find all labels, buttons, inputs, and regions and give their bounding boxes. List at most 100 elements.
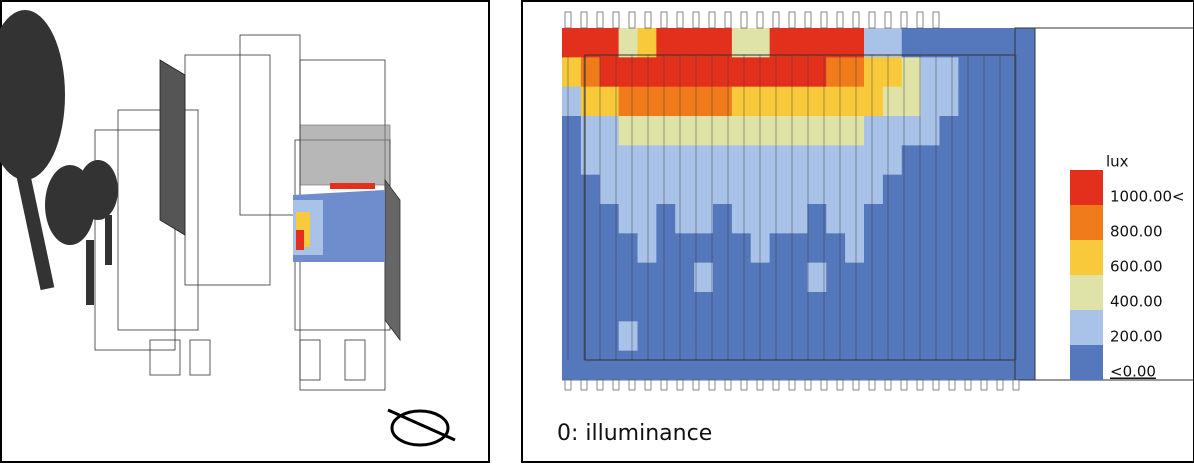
legend-label: 600.00 <box>1110 258 1163 276</box>
heatmap-cell <box>769 204 789 234</box>
heatmap-cell <box>901 86 922 117</box>
heatmap-cell <box>656 262 676 293</box>
heatmap-cell <box>731 86 752 117</box>
heatmap-cell <box>882 204 903 234</box>
heatmap-cell <box>599 321 620 352</box>
heatmap-cell <box>562 86 582 117</box>
heatmap-cell <box>750 174 771 205</box>
heatmap-cell <box>845 116 865 146</box>
heatmap-cell <box>788 145 808 176</box>
sensor-tick <box>580 11 588 29</box>
heatmap-cell <box>939 145 959 176</box>
heatmap-cell <box>788 350 808 381</box>
heatmap-cell <box>977 321 997 352</box>
heatmap-cell <box>731 350 752 381</box>
heatmap-cell <box>996 292 1016 322</box>
heatmap-cell <box>694 28 714 58</box>
legend-label: 1000.00< <box>1110 188 1185 206</box>
heatmap-cell <box>675 116 695 146</box>
heatmap-cell <box>580 174 601 205</box>
sensor-tick <box>916 379 924 391</box>
heatmap-cell <box>618 262 638 293</box>
heatmap-cell <box>562 262 582 293</box>
heatmap-cell <box>769 350 789 381</box>
sensor-tick <box>964 379 972 391</box>
heatmap-cell <box>901 233 922 264</box>
heatmap-cell <box>807 262 827 293</box>
heatmap-cell <box>920 174 940 205</box>
legend-swatch <box>1070 170 1103 205</box>
heatmap-cell <box>788 204 808 234</box>
heatmap-cell <box>977 86 997 117</box>
heatmap-cell <box>977 350 997 381</box>
sensor-tick <box>564 379 572 391</box>
heatmap-cell <box>920 57 940 88</box>
heatmap-cell <box>675 86 695 117</box>
legend: lux 1000.00< 800.00 600.00 400.00 200.00 <0.0… <box>1070 153 1185 381</box>
heatmap-cell <box>694 292 714 322</box>
heatmap-cell <box>599 174 620 205</box>
heatmap-cell <box>939 262 959 293</box>
heatmap-cell <box>996 350 1016 381</box>
heatmap-cell <box>694 57 714 88</box>
heatmap-cell <box>996 86 1016 117</box>
heatmap-cell <box>977 174 997 205</box>
sensor-tick <box>756 379 764 391</box>
heatmap-cell <box>958 350 978 381</box>
heatmap-cell <box>826 28 846 58</box>
legend-label: 400.00 <box>1110 293 1163 311</box>
legend-swatch <box>1070 310 1103 345</box>
compass <box>387 408 456 447</box>
sensor-tick <box>996 379 1004 391</box>
heatmap-cell <box>713 145 733 176</box>
illuminance-view: lux 1000.00< 800.00 600.00 400.00 200.00 <0.0… <box>521 0 1194 463</box>
heatmap-cell <box>731 262 752 293</box>
heatmap-cell <box>807 145 827 176</box>
inner-frame <box>584 54 1016 361</box>
heatmap-cell <box>713 28 733 58</box>
sensor-tick <box>740 379 748 391</box>
sensor-tick <box>724 379 732 391</box>
sensor-tick <box>644 11 652 29</box>
heatmap-cell <box>882 292 903 322</box>
heatmap-cell <box>977 28 997 58</box>
heatmap-cell <box>807 204 827 234</box>
heatmap-cell <box>901 292 922 322</box>
heatmap-cell <box>599 204 620 234</box>
heatmap-cell <box>845 28 865 58</box>
sensor-tick <box>932 379 940 391</box>
frame-column <box>1014 27 1036 381</box>
mini-heatmap <box>293 183 385 262</box>
heatmap-cell <box>618 350 638 381</box>
sensor-tick <box>804 11 812 29</box>
heatmap-cell <box>580 28 601 58</box>
heatmap-cell <box>637 233 657 264</box>
heatmap-cell <box>826 145 846 176</box>
heatmap-cell <box>788 262 808 293</box>
heatmap-cell <box>788 321 808 352</box>
heatmap-cell <box>562 145 582 176</box>
heatmap-cell <box>580 145 601 176</box>
heatmap-cell <box>864 116 884 146</box>
heatmap-cell <box>599 57 620 88</box>
heatmap-cell <box>939 292 959 322</box>
sensor-tick <box>788 379 796 391</box>
heatmap-cell <box>580 233 601 264</box>
heatmap-cell <box>675 204 695 234</box>
heatmap-cell <box>845 204 865 234</box>
sensor-tick <box>852 379 860 391</box>
heatmap-cell <box>826 116 846 146</box>
heatmap-cell <box>788 116 808 146</box>
sensor-tick <box>836 11 844 29</box>
heatmap-cell <box>788 28 808 58</box>
heatmap-cell <box>750 262 771 293</box>
sensor-tick <box>900 379 908 391</box>
sensor-tick <box>564 11 572 29</box>
heatmap-cell <box>920 321 940 352</box>
heatmap-cell <box>562 350 582 381</box>
heatmap-cell <box>618 116 638 146</box>
heatmap-cell <box>901 28 922 58</box>
heatmap-cell <box>769 262 789 293</box>
heatmap-cell <box>599 86 620 117</box>
heatmap <box>562 11 1036 391</box>
